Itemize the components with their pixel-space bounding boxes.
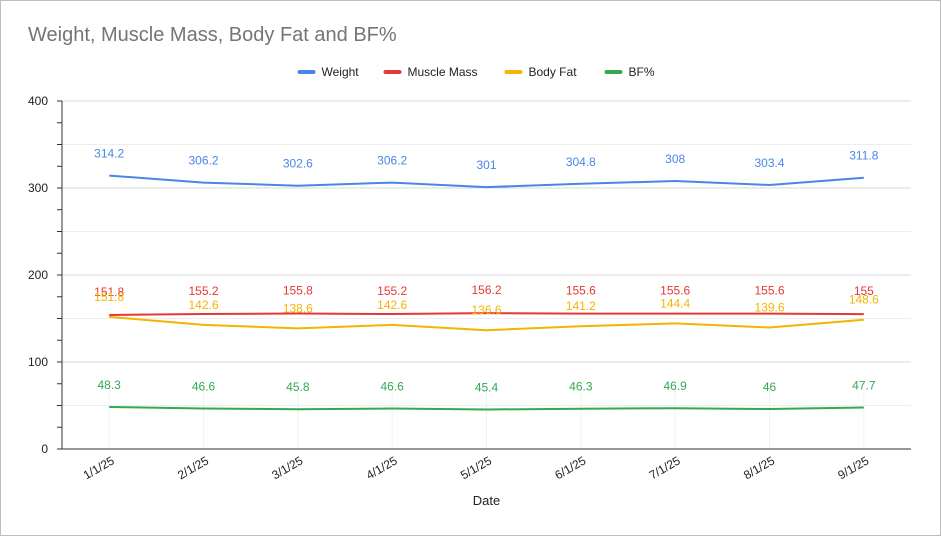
y-tick-label: 0 [41, 442, 48, 456]
legend-label: Muscle Mass [408, 65, 478, 79]
x-tick-label: 8/1/25 [741, 453, 777, 482]
data-label: 46.6 [192, 379, 216, 393]
x-tick-label: 9/1/25 [835, 453, 871, 482]
series-line-muscle-mass [109, 312, 864, 316]
data-label: 144.4 [660, 296, 690, 310]
legend-label: Weight [322, 65, 360, 79]
chart-title: Weight, Muscle Mass, Body Fat and BF% [28, 24, 397, 46]
x-tick-label: 4/1/25 [364, 453, 400, 482]
series-line-body-fat [109, 315, 864, 332]
x-tick-label: 5/1/25 [458, 453, 494, 482]
legend-label: Body Fat [529, 65, 578, 79]
data-label: 142.6 [377, 298, 407, 312]
data-label: 46.6 [380, 379, 404, 393]
data-label: 46 [763, 380, 777, 394]
data-label: 306.2 [188, 154, 218, 168]
series-line-weight [109, 174, 864, 189]
x-tick-label: 1/1/25 [81, 453, 117, 482]
data-label: 311.8 [849, 149, 878, 163]
data-label: 155.2 [188, 284, 218, 298]
data-label: 303.4 [754, 156, 784, 170]
data-label: 301 [476, 158, 496, 172]
data-label: 155 [854, 284, 874, 298]
legend-label: BF% [629, 65, 655, 79]
data-label: 45.8 [286, 380, 310, 394]
data-label: 155.2 [377, 284, 407, 298]
data-label: 142.6 [188, 298, 218, 312]
x-tick-label: 3/1/25 [269, 453, 305, 482]
x-tick-label: 6/1/25 [552, 453, 588, 482]
data-label: 48.3 [97, 378, 121, 392]
data-label: 136.6 [471, 303, 501, 317]
data-label: 151.8 [94, 290, 124, 304]
data-label: 155.6 [660, 284, 690, 298]
data-label: 46.3 [569, 380, 593, 394]
y-tick-label: 400 [28, 94, 48, 108]
data-label: 306.2 [377, 154, 407, 168]
x-tick-label: 2/1/25 [175, 453, 211, 482]
x-tick-label: 7/1/25 [647, 453, 683, 482]
y-tick-label: 100 [28, 355, 48, 369]
x-axis-title: Date [473, 493, 500, 508]
data-label: 155.8 [283, 283, 313, 297]
data-label: 155.6 [566, 284, 596, 298]
data-label: 151.8 [94, 285, 124, 299]
y-tick-label: 300 [28, 181, 48, 195]
data-label: 46.9 [663, 379, 687, 393]
data-label: 156.2 [471, 283, 501, 297]
series-line-bf- [109, 406, 864, 411]
data-label: 302.6 [283, 157, 313, 171]
data-label: 47.7 [852, 379, 876, 393]
data-label: 304.8 [566, 155, 596, 169]
data-label: 148.6 [849, 293, 879, 307]
data-label: 139.6 [754, 301, 784, 315]
y-tick-label: 200 [28, 268, 48, 282]
data-label: 308 [665, 152, 685, 166]
data-label: 155.6 [754, 284, 784, 298]
data-label: 141.2 [566, 299, 596, 313]
data-label: 138.6 [283, 301, 313, 315]
data-label: 45.4 [475, 381, 499, 395]
data-label: 314.2 [94, 147, 124, 161]
